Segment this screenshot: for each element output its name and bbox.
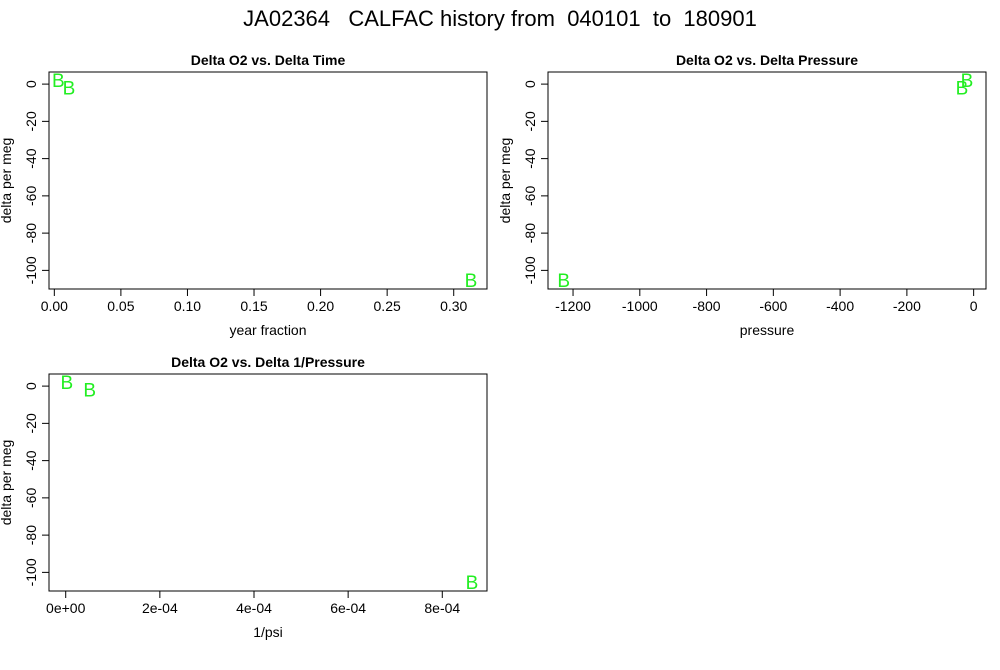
y-tick-label: -100 <box>23 256 39 284</box>
figure-title: JA02364 CALFAC history from 040101 to 18… <box>243 6 757 31</box>
plot-frame <box>48 373 488 592</box>
y-tick-label: -80 <box>23 525 39 545</box>
y-axis-label: delta per meg <box>497 138 513 224</box>
plot-panel-1: Delta O2 vs. Delta Time 0.00 0.05 0.10 0.15 0… <box>0 52 488 338</box>
x-axis-label: 1/psi <box>253 624 283 640</box>
x-tick-label: -400 <box>826 298 854 314</box>
y-tick-label: -100 <box>522 256 538 284</box>
plot-title: Delta O2 vs. Delta Time <box>191 52 346 68</box>
data-point: B <box>52 71 65 92</box>
x-tick-label: 0.10 <box>174 298 201 314</box>
x-tick-label: 0.25 <box>374 298 401 314</box>
plot-title: Delta O2 vs. Delta Pressure <box>676 52 858 68</box>
x-axis-label: year fraction <box>229 322 306 338</box>
y-tick-label: -20 <box>23 413 39 433</box>
x-tick-label: 0.05 <box>107 298 134 314</box>
y-tick-label: 0 <box>23 80 39 88</box>
y-tick-label: -40 <box>23 148 39 168</box>
y-axis-label: delta per meg <box>0 138 14 224</box>
y-tick-label: -60 <box>23 488 39 508</box>
data-point: B <box>63 78 76 99</box>
y-tick-label: -60 <box>522 186 538 206</box>
y-tick-label: -100 <box>23 558 39 586</box>
data-point: B <box>956 78 969 99</box>
x-tick-label: -1000 <box>622 298 658 314</box>
x-axis-label: pressure <box>740 322 795 338</box>
x-tick-label: -600 <box>759 298 787 314</box>
data-point: B <box>83 380 96 401</box>
x-tick-label: 4e-04 <box>236 600 272 616</box>
x-tick-label: 0.00 <box>41 298 68 314</box>
plot-frame <box>547 71 987 290</box>
x-tick-label: 0.15 <box>240 298 267 314</box>
data-point: B <box>961 71 974 92</box>
x-tick-label: -800 <box>693 298 721 314</box>
data-point: B <box>466 573 479 594</box>
plot-frame <box>48 71 488 290</box>
x-tick-label: 0.20 <box>307 298 334 314</box>
y-axis-label: delta per meg <box>0 440 14 526</box>
x-tick-label: 0e+00 <box>46 600 86 616</box>
x-tick-label: 0.30 <box>440 298 467 314</box>
y-tick-label: 0 <box>23 382 39 390</box>
plot-panel-3: Delta O2 vs. Delta 1/Pressure 0e+00 2e-04 4… <box>0 354 488 640</box>
data-point: B <box>465 271 478 292</box>
y-tick-label: -60 <box>23 186 39 206</box>
data-point: B <box>557 271 570 292</box>
y-tick-label: -20 <box>23 111 39 131</box>
plot-title: Delta O2 vs. Delta 1/Pressure <box>171 354 365 370</box>
x-tick-label: 0 <box>970 298 978 314</box>
x-tick-label: 2e-04 <box>142 600 178 616</box>
y-tick-label: -80 <box>522 223 538 243</box>
x-tick-label: 8e-04 <box>424 600 460 616</box>
x-tick-label: 6e-04 <box>330 600 366 616</box>
data-point: B <box>61 373 74 394</box>
y-tick-label: -80 <box>23 223 39 243</box>
y-tick-label: 0 <box>522 80 538 88</box>
y-tick-label: -40 <box>522 148 538 168</box>
x-tick-label: -200 <box>893 298 921 314</box>
x-tick-label: -1200 <box>555 298 591 314</box>
y-tick-label: -40 <box>23 450 39 470</box>
y-tick-label: -20 <box>522 111 538 131</box>
plot-panel-2: Delta O2 vs. Delta Pressure-1200 -1000 -80… <box>497 52 987 338</box>
